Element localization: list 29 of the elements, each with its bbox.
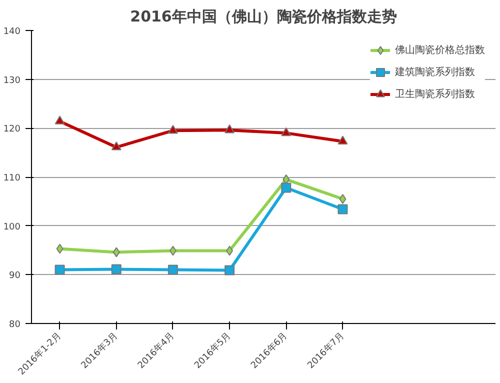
point [111,264,122,274]
point [281,127,292,136]
y-tick-label: 90 [9,271,21,282]
point [338,136,348,144]
point [112,247,120,258]
point [169,246,176,256]
point [338,204,348,214]
y-tick-label: 100 [3,222,21,232]
point [56,244,64,254]
point [339,194,346,204]
y-tick-label: 80 [9,320,21,330]
y-tick-label: 140 [3,27,21,37]
point [54,116,65,124]
legend-label: 卫生陶瓷系列指数 [395,88,475,101]
y-tick-label: 120 [3,124,21,135]
point [168,124,178,134]
y-tick-label: 130 [3,76,21,86]
point [224,265,235,276]
legend-label: 建筑陶瓷系列指数 [395,66,475,79]
point [111,142,122,150]
point [224,124,235,134]
chart-title: 2016年中国（佛山）陶瓷价格指数走势 [130,8,397,26]
point [226,246,234,256]
point [168,264,178,275]
point [281,182,292,193]
y-tick-label: 110 [3,174,21,184]
point [282,174,290,184]
point [54,264,65,275]
legend-label: 佛山陶瓷价格总指数 [395,44,485,57]
